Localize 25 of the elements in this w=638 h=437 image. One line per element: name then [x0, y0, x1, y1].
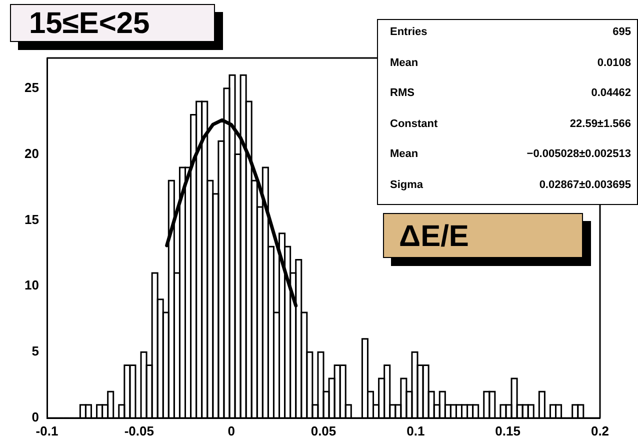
x-tick-label: 0.2: [590, 423, 610, 437]
x-tick-label: 0.05: [310, 423, 336, 437]
annotation: Sigma: [390, 178, 424, 192]
x-tick-label: -0.05: [124, 423, 154, 437]
x-tick-label: 0.15: [495, 423, 520, 437]
annotation: 0.0108: [597, 56, 631, 70]
text: Entries: [390, 25, 428, 40]
y-tick-label: 0: [32, 410, 39, 425]
y-tick-label: 5: [32, 344, 39, 359]
annotation: 0.02867±0.003695: [539, 178, 631, 192]
annotation: RMS: [390, 86, 414, 101]
x-tick-label: 0: [228, 423, 235, 437]
x-tick-label: 0.1: [406, 423, 425, 437]
annotation: Constant: [390, 116, 438, 132]
annotation: Mean: [390, 56, 418, 70]
annotation: Mean: [390, 147, 418, 162]
annotation: −0.005028±0.002513: [526, 147, 631, 162]
x-tick-label: -0.1: [36, 423, 58, 437]
annotation: 0.04462: [591, 86, 631, 101]
annotation: 22.59±1.566: [570, 116, 631, 132]
text: 695: [612, 25, 631, 40]
y-tick-label: 25: [24, 80, 39, 95]
y-tick-label: 20: [24, 146, 39, 161]
y-tick-label: 15: [24, 212, 39, 227]
y-tick-label: 10: [24, 278, 39, 293]
